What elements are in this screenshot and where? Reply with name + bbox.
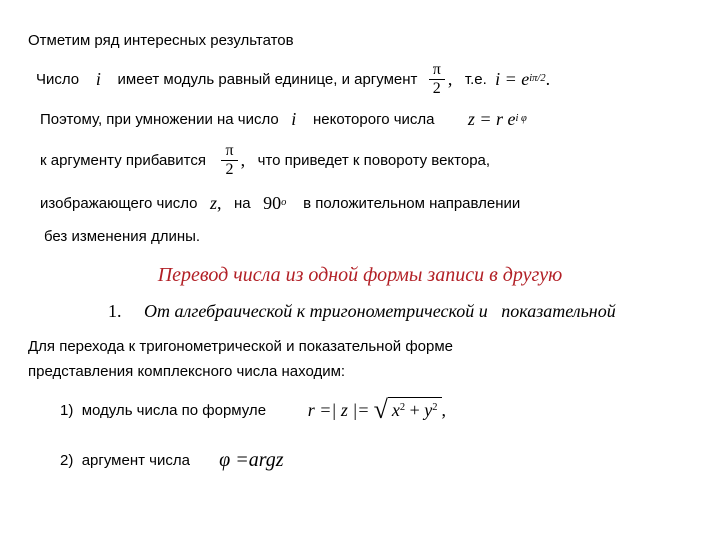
intro-paragraph: Отметим ряд интересных результатов [28,30,692,51]
math-exp: i φ [516,112,527,127]
dot: . [546,67,551,92]
text: имеет модуль равный единице, и аргумент [118,69,418,90]
math-lhs: r =| z |= [308,398,370,423]
paragraph-2b: представления комплексного числа находим… [28,361,692,382]
text: на [234,193,251,214]
line-3: к аргументу прибавится π 2 , что приведе… [40,142,692,178]
fraction-pi-2: π 2 [221,142,237,178]
math-90: 90 [263,191,281,216]
line-4: изображающего число z , на 90 o в положи… [40,191,692,216]
radicand: x2 + y2 [388,397,442,423]
text: Отметим ряд интересных результатов [28,30,294,51]
fraction-pi-2: π 2 [429,61,445,97]
list-item-1: 1) модуль числа по формуле r =| z |= √ x… [60,392,692,428]
subsection-heading: 1. От алгебраической к тригонометрическо… [108,299,692,324]
radical-sign: √ [374,392,388,428]
line-1: Число i имеет модуль равный единице, и а… [36,61,692,97]
math-exp: iπ/2 [529,72,545,87]
line-5: без изменения длины. [44,226,692,247]
text: без изменения длины. [44,226,200,247]
section-heading: Перевод числа из одной формы записи в др… [28,261,692,289]
item-text: модуль числа по формуле [82,400,266,421]
math-z: z [276,446,284,474]
subhead-number: 1. [108,301,122,321]
text: изображающего число [40,193,197,214]
text: Для перехода к тригонометрической и пока… [28,336,453,357]
math-eq: i = e [495,67,529,92]
item-text: аргумент числа [82,450,190,471]
comma: , [442,398,447,423]
list-item-2: 2) аргумент числа φ = arg z [60,446,692,474]
text: Поэтому, при умножении на число [40,109,279,130]
item-number: 2) [60,450,73,471]
line-2: Поэтому, при умножении на число i некото… [40,107,692,132]
sqrt: √ x2 + y2 [374,392,442,428]
math-phi: φ = [219,446,249,474]
math-arg: arg [249,446,276,474]
text: в положительном направлении [303,193,520,214]
math-z: z = r e [468,107,516,132]
subhead-text: От алгебраической к тригонометрической и… [144,301,616,321]
item-number: 1) [60,400,73,421]
text: к аргументу прибавится [40,150,206,171]
text: что приведет к повороту вектора, [258,150,491,171]
paragraph-2a: Для перехода к тригонометрической и пока… [28,336,692,357]
text: представления комплексного числа находим… [28,361,345,382]
text: некоторого числа [313,109,435,130]
math-z: z [210,191,217,216]
text: Число [36,69,79,90]
text: т.е. [465,69,487,90]
